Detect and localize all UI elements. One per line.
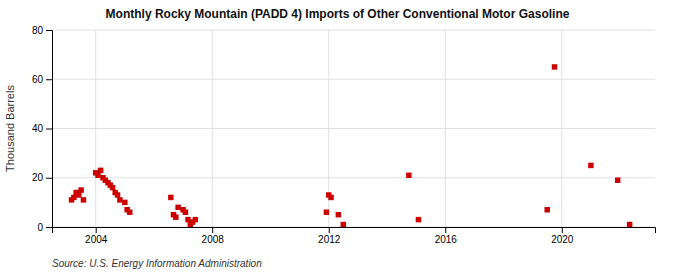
- point: [110, 185, 115, 190]
- point: [588, 163, 593, 168]
- tick: 2004: [85, 227, 108, 245]
- point: [552, 64, 557, 69]
- point: [98, 168, 103, 173]
- grid-line-x: [561, 30, 562, 227]
- tick-label: 2008: [202, 234, 225, 245]
- point: [127, 209, 132, 214]
- tick-mark: [46, 79, 52, 80]
- point: [173, 214, 178, 219]
- grid: [52, 30, 655, 227]
- point: [71, 195, 76, 200]
- point: [627, 222, 632, 227]
- tick-mark: [212, 227, 213, 233]
- point: [95, 173, 100, 178]
- tick-mark: [46, 178, 52, 179]
- axis-line: [53, 228, 656, 234]
- tick: 2020: [551, 227, 574, 245]
- grid-line-x: [445, 30, 446, 227]
- tick-label: 60: [32, 74, 44, 85]
- point: [324, 209, 329, 214]
- y-axis: 0 20 40 60 80: [32, 25, 53, 233]
- point: [544, 207, 549, 212]
- tick-mark: [562, 227, 563, 233]
- point: [193, 217, 198, 222]
- point: [76, 192, 81, 197]
- point: [341, 222, 346, 227]
- tick-mark: [329, 227, 330, 233]
- tick-mark: [445, 227, 446, 233]
- point: [185, 217, 190, 222]
- tick-mark: [96, 227, 97, 233]
- tick-label: 2012: [318, 234, 341, 245]
- grid-line-y: [52, 128, 655, 129]
- tick: 2016: [435, 227, 458, 245]
- point: [328, 195, 333, 200]
- tick: 20: [32, 172, 52, 183]
- annotation: Source: U.S. Energy Information Administ…: [52, 258, 262, 269]
- chart: 2004 2008 2012 2016 2020 0 20 40 60 80 Monthly Roc…: [0, 0, 675, 275]
- grid-line-y: [52, 177, 655, 178]
- y-axis-label: Thousand Barrels: [4, 85, 16, 172]
- grid-line-y: [52, 79, 655, 80]
- tick-label: 20: [32, 172, 44, 183]
- axis-line: [46, 31, 53, 228]
- point: [416, 217, 421, 222]
- tick-label: 80: [32, 25, 44, 36]
- tick-label: 2004: [85, 234, 108, 245]
- tick: 0: [37, 222, 52, 233]
- tick-label: 40: [32, 123, 44, 134]
- marks: [69, 64, 633, 227]
- point: [168, 195, 173, 200]
- tick: 2008: [202, 227, 225, 245]
- point: [122, 200, 127, 205]
- grid-line-x: [212, 30, 213, 227]
- grid-line-y: [52, 30, 655, 31]
- tick: 2012: [318, 227, 341, 245]
- tick-mark: [46, 129, 52, 130]
- point: [615, 177, 620, 182]
- tick: 40: [32, 123, 52, 134]
- point: [336, 212, 341, 217]
- point: [81, 197, 86, 202]
- tick-label: 2016: [435, 234, 458, 245]
- point: [175, 205, 180, 210]
- point: [78, 187, 83, 192]
- point: [117, 197, 122, 202]
- point: [183, 209, 188, 214]
- point: [115, 192, 120, 197]
- point: [406, 173, 411, 178]
- tick-label: 2020: [551, 234, 574, 245]
- tick-mark: [46, 30, 52, 31]
- x-axis: 2004 2008 2012 2016 2020: [53, 227, 656, 245]
- tick-mark: [46, 227, 52, 228]
- title: Monthly Rocky Mountain (PADD 4) Imports …: [106, 7, 570, 21]
- tick: 80: [32, 25, 52, 36]
- plot-area: 2004 2008 2012 2016 2020 0 20 40 60 80: [32, 25, 656, 245]
- tick-label: 0: [37, 222, 43, 233]
- tick: 60: [32, 74, 52, 85]
- grid-line-x: [95, 30, 96, 227]
